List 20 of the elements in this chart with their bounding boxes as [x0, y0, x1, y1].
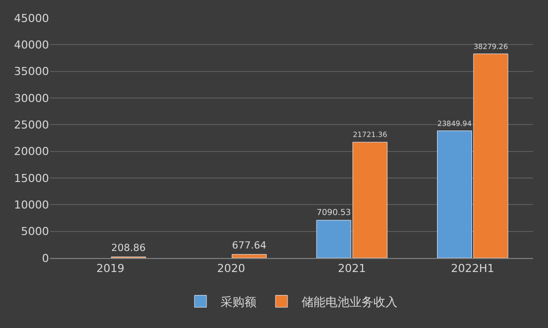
- legend-label: 储能电池业务收入: [302, 294, 398, 309]
- y-tick-label: 5000: [21, 225, 49, 238]
- x-tick-label: 2022H1: [450, 262, 494, 276]
- y-tick-label: 0: [42, 252, 49, 265]
- y-tick-label: 25000: [14, 118, 49, 132]
- x-tick-label: 2020: [217, 262, 246, 276]
- x-tick-label: 2019: [96, 262, 124, 276]
- data-label: 208.86: [111, 243, 146, 254]
- legend-label: 采购额: [220, 294, 256, 309]
- bar: [232, 254, 267, 258]
- data-label: 7090.53: [316, 206, 351, 217]
- y-tick-label: 30000: [14, 92, 49, 105]
- data-label: 677.64: [232, 240, 266, 252]
- y-tick-label: 10000: [14, 198, 49, 212]
- y-tick-label: 45000: [14, 12, 49, 25]
- x-tick-label: 2021: [338, 262, 366, 276]
- y-tick-label: 15000: [14, 172, 49, 185]
- y-tick-label: 40000: [14, 38, 49, 52]
- y-tick-label: 20000: [14, 145, 49, 158]
- y-tick-label: 35000: [14, 65, 49, 78]
